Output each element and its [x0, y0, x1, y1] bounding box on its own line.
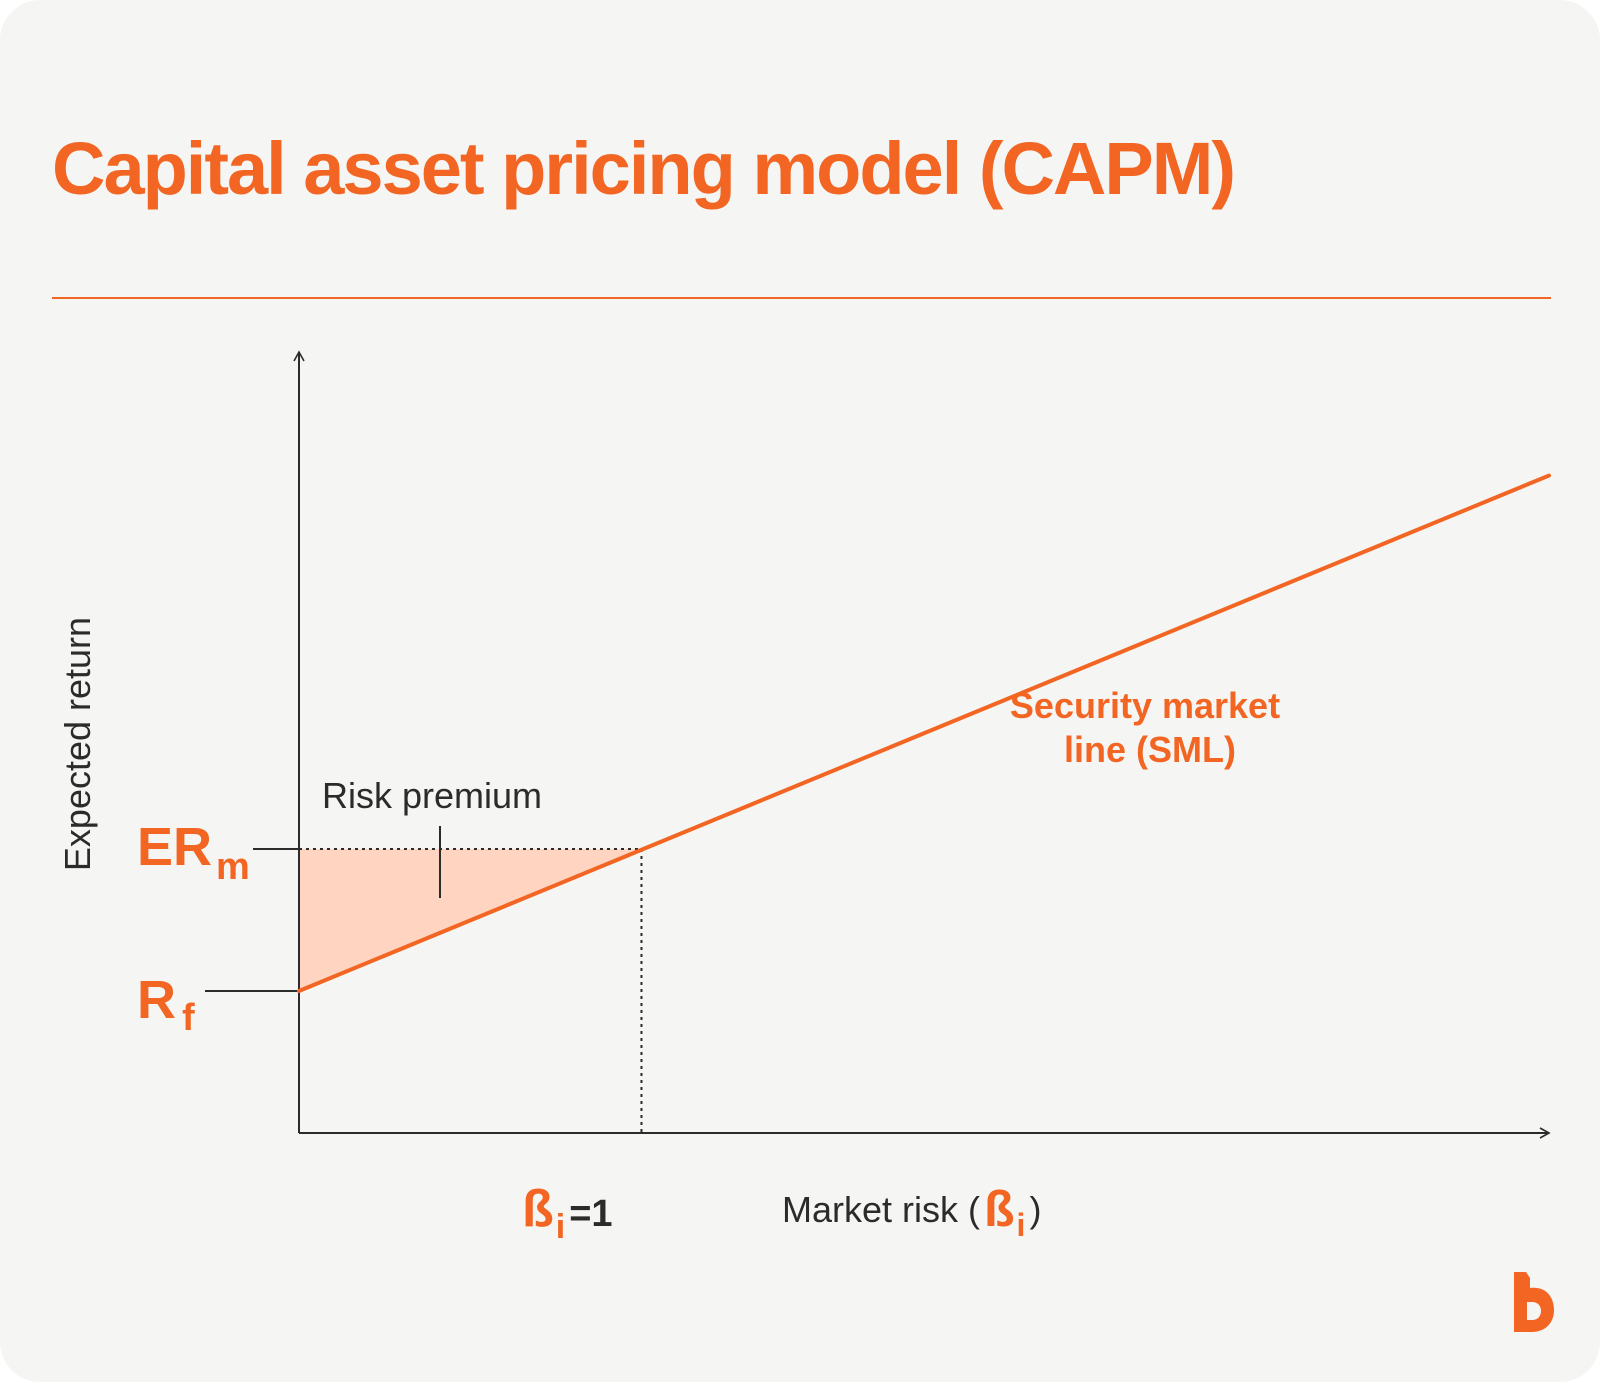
beta-equals-value: =1 [569, 1193, 612, 1235]
erm-subscript: m [216, 846, 250, 888]
erm-marker-label: ER m [137, 817, 250, 888]
erm-main: ER [137, 817, 212, 877]
rf-subscript: f [182, 997, 195, 1039]
x-axis-label-suffix: ) [1029, 1189, 1041, 1230]
beta-subscript: i [556, 1208, 565, 1246]
x-axis-label: Market risk (ßi) [782, 1181, 1041, 1243]
y-axis-label: Expected return [57, 617, 98, 871]
security-market-line [297, 473, 1551, 993]
title-divider [52, 297, 1551, 299]
rf-main: R [137, 970, 176, 1030]
x-axis-beta-symbol: ß [984, 1181, 1015, 1237]
sml-series-label: Security market line (SML) [1010, 685, 1290, 770]
x-axis-beta-subscript: i [1017, 1207, 1026, 1243]
page-title: Capital asset pricing model (CAPM) [52, 127, 1236, 210]
b-logo-icon [1514, 1272, 1554, 1332]
sml-label-line-1: Security market [1010, 685, 1280, 726]
sml-label-line-2: line (SML) [1064, 729, 1236, 770]
beta-equals-one-label: ßi =1 [522, 1180, 613, 1246]
x-axis-label-prefix: Market risk ( [782, 1189, 980, 1230]
beta-symbol: ß [522, 1180, 554, 1238]
risk-premium-label: Risk premium [322, 775, 542, 816]
